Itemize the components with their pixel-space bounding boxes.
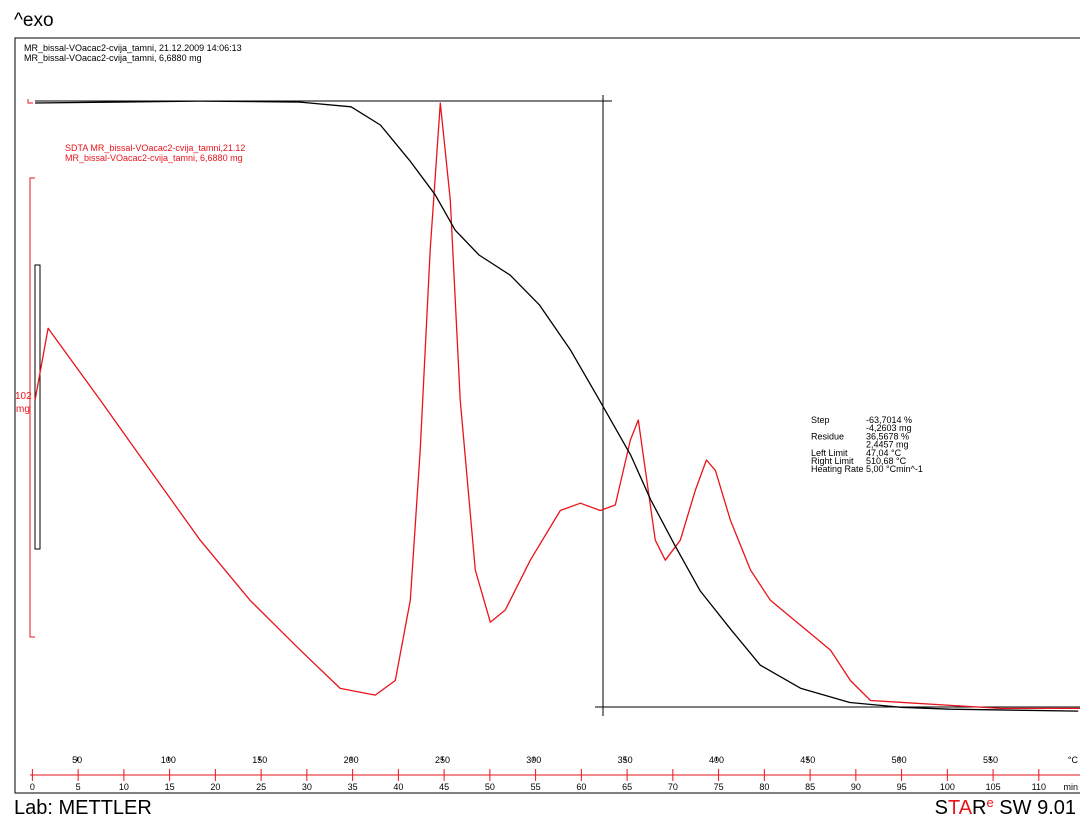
evaluation-value: 47,04 °C	[866, 448, 902, 458]
x-tick-label: 450	[800, 755, 815, 765]
brand-part: TA	[948, 797, 973, 819]
series-line	[34, 102, 1080, 710]
x2-tick-label: 25	[256, 782, 266, 792]
x2-tick-label: 5	[76, 782, 81, 792]
legend-entry: SDTA MR_bissal-VOacac2-cvija_tamni,21.12	[65, 143, 245, 153]
evaluation-label: Residue	[811, 431, 844, 441]
x-tick-label: 50	[72, 755, 82, 765]
evaluation-label: Right Limit	[811, 456, 854, 466]
x-tick-label: 400	[709, 755, 724, 765]
evaluation-label: Heating Rate	[811, 464, 864, 474]
x2-tick-label: 80	[759, 782, 769, 792]
x2-tick-label: 105	[986, 782, 1001, 792]
evaluation-value: -63,7014 %	[866, 415, 912, 425]
x2-tick-label: 30	[302, 782, 312, 792]
series-line	[35, 100, 1079, 712]
evaluation-label: Left Limit	[811, 448, 848, 458]
x2-tick-label: 110	[1032, 782, 1046, 792]
x2-tick-label: 20	[210, 782, 220, 792]
x2-tick-label: 85	[805, 782, 815, 792]
x2-tick-label: 15	[165, 782, 175, 792]
x-tick-label: 500	[892, 755, 907, 765]
x2-tick-label: 35	[348, 782, 358, 792]
left-label: mg	[16, 404, 30, 415]
x2-tick-label: 40	[393, 782, 403, 792]
x-tick-label: 100	[161, 755, 176, 765]
evaluation-label: Step	[811, 415, 830, 425]
x2-tick-label: 90	[851, 782, 861, 792]
evaluation-value: 36,5678 %	[866, 431, 909, 441]
x-tick-label: 350	[618, 755, 633, 765]
evaluation-value: 510,68 °C	[866, 456, 907, 466]
exo-label: ^exo	[14, 10, 54, 31]
plot-frame	[14, 37, 1080, 794]
evaluation-value: 2,4457 mg	[866, 440, 909, 450]
brand-part: SW 9.01	[994, 797, 1076, 819]
software-label: STARe SW 9.01	[935, 795, 1076, 819]
x2-tick-label: 55	[531, 782, 541, 792]
x2-tick-label: 95	[897, 782, 907, 792]
x2-tick-label: 60	[576, 782, 586, 792]
evaluation-value: -4,2603 mg	[866, 423, 912, 433]
x-axis-unit: °C	[1068, 755, 1079, 765]
brand-part: e	[987, 795, 994, 810]
x2-tick-label: 100	[940, 782, 955, 792]
evaluation-table: Step -63,7014 %-4,2603 mg Residue 36,5678 %…	[811, 415, 923, 474]
sdta-range-marker	[29, 177, 35, 638]
x2-tick-label: 70	[668, 782, 678, 792]
left-label: 102	[15, 391, 32, 402]
brand-part: S	[935, 797, 948, 819]
x2-tick-label: 75	[714, 782, 724, 792]
x2-tick-label: 65	[622, 782, 632, 792]
x2-axis-unit: min	[1063, 782, 1078, 792]
x-tick-label: 200	[344, 755, 359, 765]
lab-label: Lab: METTLER	[14, 797, 152, 819]
corner-marker	[27, 99, 33, 104]
header-line: MR_bissal-VOacac2-cvija_tamni, 21.12.200…	[24, 43, 242, 53]
x-tick-label: 300	[526, 755, 541, 765]
x2-tick-label: 10	[119, 782, 129, 792]
x-tick-label: 550	[983, 755, 998, 765]
header-line: MR_bissal-VOacac2-cvija_tamni, 6,6880 mg	[24, 53, 202, 63]
tga-range-marker	[34, 264, 41, 550]
evaluation-value: 5,00 °Cmin^-1	[866, 464, 923, 474]
x2-tick-label: 45	[439, 782, 449, 792]
x-tick-label: 250	[435, 755, 450, 765]
brand-part: R	[972, 797, 986, 819]
legend-sample: MR_bissal-VOacac2-cvija_tamni, 6,6880 mg	[65, 153, 243, 163]
x2-tick-label: 0	[30, 782, 35, 792]
x-tick-label: 150	[252, 755, 267, 765]
x2-tick-label: 50	[485, 782, 495, 792]
